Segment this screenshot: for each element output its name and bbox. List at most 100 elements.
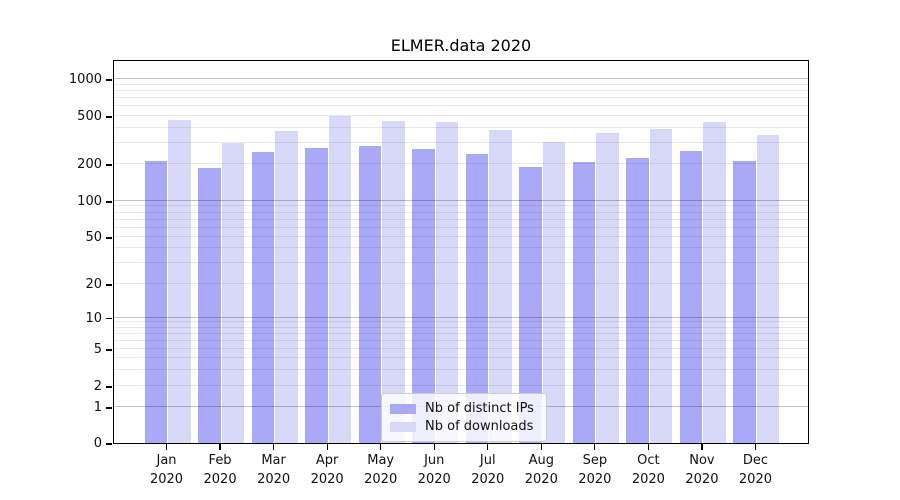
x-tick-mark: [272, 444, 275, 450]
x-tick-mark: [487, 444, 489, 450]
y-tick-mark: [106, 164, 112, 166]
gridline-500: [114, 115, 808, 116]
legend-swatch-ips: [390, 403, 416, 414]
y-tick-label-1000: 1000: [68, 72, 102, 87]
x-tick-mark: [219, 444, 221, 450]
bar-ips-jan: [144, 161, 168, 443]
y-tick-label-500: 500: [77, 109, 102, 124]
bar-downloads-dec: [756, 134, 780, 443]
x-tick-label-nov: Nov 2020: [670, 451, 734, 489]
bar-ips-may: [358, 146, 382, 443]
bar-downloads-feb: [221, 142, 245, 443]
y-tick-mark: [106, 407, 112, 409]
x-tick-label-oct: Oct 2020: [616, 451, 680, 489]
month-label: Jan: [156, 453, 177, 468]
x-tick-mark: [701, 444, 703, 450]
gridline-1000: [114, 78, 808, 79]
gridline-700: [114, 97, 808, 99]
legend: Nb of distinct IPs Nb of downloads: [381, 393, 547, 442]
month-label: Oct: [637, 453, 660, 468]
month-label: Feb: [208, 453, 232, 468]
bar-ips-oct: [626, 157, 649, 443]
year-label: 2020: [364, 472, 398, 487]
year-label: 2020: [417, 472, 451, 487]
legend-label: Nb of distinct IPs: [425, 401, 534, 416]
y-tick-label-5: 5: [93, 342, 102, 357]
bar-ips-dec: [733, 160, 756, 443]
x-tick-label-may: May 2020: [349, 451, 413, 489]
year-label: 2020: [685, 472, 719, 487]
legend-swatch-downloads: [390, 421, 416, 432]
y-tick-mark: [106, 317, 112, 320]
x-tick-mark: [540, 444, 542, 450]
bar-ips-jul: [465, 154, 489, 443]
y-tick-label-10: 10: [85, 310, 102, 326]
y-tick-label-200: 200: [77, 157, 102, 172]
legend-label: Nb of downloads: [425, 419, 534, 434]
bar-downloads-nov: [703, 121, 726, 443]
x-tick-mark: [165, 444, 168, 450]
bar-downloads-jan: [168, 119, 191, 443]
plot-area: Nb of distinct IPs Nb of downloads: [113, 60, 809, 444]
y-tick-mark: [106, 201, 112, 203]
month-label: Apr: [315, 453, 339, 468]
x-tick-label-jan: Jan 2020: [135, 451, 199, 489]
month-label: Jul: [479, 453, 496, 468]
year-label: 2020: [471, 472, 505, 487]
year-label: 2020: [310, 472, 344, 487]
bar-ips-sep: [572, 162, 596, 443]
gridline-800: [114, 89, 808, 91]
x-tick-mark: [647, 444, 650, 450]
month-label: Dec: [742, 453, 769, 468]
y-tick-label-20: 20: [85, 277, 102, 292]
year-label: 2020: [524, 472, 558, 487]
x-tick-label-dec: Dec 2020: [723, 451, 787, 489]
x-tick-label-mar: Mar 2020: [242, 451, 306, 489]
y-tick-label-1: 1: [93, 400, 102, 415]
x-tick-label-aug: Aug 2020: [509, 451, 573, 489]
x-tick-label-feb: Feb 2020: [188, 451, 252, 489]
month-label: Jun: [424, 453, 445, 468]
bar-downloads-jun: [435, 121, 459, 443]
y-tick-label-0: 0: [93, 436, 102, 451]
x-tick-mark: [326, 444, 328, 450]
year-label: 2020: [631, 472, 665, 487]
x-tick-mark: [754, 444, 757, 450]
y-tick-mark: [106, 116, 112, 118]
x-tick-label-sep: Sep 2020: [563, 451, 627, 489]
bar-ips-jun: [412, 149, 435, 443]
x-tick-label-apr: Apr 2020: [295, 451, 359, 489]
bar-downloads-sep: [596, 132, 619, 443]
year-label: 2020: [578, 472, 612, 487]
bar-downloads-oct: [649, 129, 673, 443]
y-tick-label-100: 100: [77, 194, 102, 209]
x-tick-label-jul: Jul 2020: [456, 451, 520, 489]
x-tick-label-jun: Jun 2020: [402, 451, 466, 489]
y-tick-mark: [106, 237, 112, 239]
x-tick-mark: [433, 444, 435, 450]
year-label: 2020: [738, 472, 772, 487]
legend-entry-downloads: Nb of downloads: [390, 418, 538, 435]
year-label: 2020: [149, 472, 184, 487]
month-label: May: [367, 453, 395, 468]
month-label: Aug: [528, 453, 554, 468]
month-label: Sep: [582, 453, 608, 468]
bar-ips-mar: [251, 152, 275, 443]
x-tick-mark: [380, 444, 382, 450]
year-label: 2020: [203, 472, 237, 487]
bar-ips-aug: [519, 167, 542, 443]
bar-ips-apr: [305, 148, 328, 443]
bar-downloads-mar: [275, 131, 298, 443]
year-label: 2020: [257, 472, 291, 487]
chart-title: ELMER.data 2020: [390, 36, 532, 55]
bar-downloads-may: [382, 120, 405, 443]
y-tick-mark: [106, 386, 112, 388]
legend-entry-ips: Nb of distinct IPs: [390, 400, 538, 417]
y-tick-mark: [106, 284, 112, 286]
y-tick-label-2: 2: [93, 379, 102, 394]
y-tick-label-50: 50: [85, 230, 102, 245]
bar-downloads-jul: [489, 129, 512, 443]
bar-downloads-aug: [542, 141, 566, 443]
month-label: Nov: [689, 453, 715, 468]
